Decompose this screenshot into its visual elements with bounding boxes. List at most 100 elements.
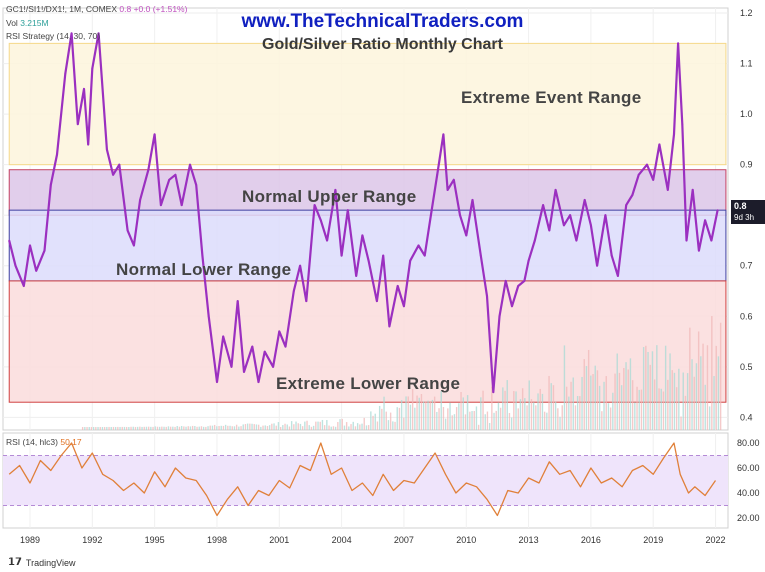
- volume-bar: [147, 426, 150, 430]
- y-tick-label: 0.5: [740, 362, 753, 372]
- volume-bar: [213, 424, 216, 430]
- volume-bar: [257, 424, 260, 430]
- volume-bar: [345, 422, 348, 430]
- volume-bar: [330, 426, 332, 430]
- volume-bar: [579, 396, 581, 430]
- volume-bar: [651, 351, 654, 430]
- ratio-point: [43, 249, 46, 252]
- volume-bar: [154, 426, 156, 430]
- volume-bar: [660, 388, 662, 430]
- ratio-point: [272, 365, 274, 368]
- ratio-point: [91, 67, 94, 70]
- last-price-countdown: 9d 3h: [734, 213, 755, 222]
- ratio-point: [284, 345, 287, 348]
- volume-bar: [495, 410, 497, 430]
- volume-bar: [587, 349, 590, 430]
- volume-bar: [86, 426, 88, 430]
- rsi-line: [8, 442, 717, 517]
- volume-bar: [106, 426, 108, 430]
- ratio-point: [403, 305, 405, 308]
- volume-bar: [183, 426, 185, 430]
- volume-bar: [218, 425, 220, 430]
- ratio-point: [326, 239, 328, 242]
- volume-bar: [568, 396, 570, 430]
- ratio-point: [631, 194, 634, 196]
- tradingview-logo-icon: 𝟭𝟳: [8, 557, 22, 568]
- volume-bar: [706, 345, 709, 430]
- volume-bar: [398, 407, 401, 430]
- volume-bar: [671, 370, 673, 430]
- volume-bar: [493, 412, 495, 430]
- volume-bar: [548, 375, 550, 430]
- volume-bar: [264, 425, 266, 430]
- ratio-point: [132, 244, 135, 247]
- volume-bar: [196, 426, 198, 430]
- volume-bar: [510, 417, 513, 430]
- volume-bar: [163, 426, 165, 430]
- volume-bar: [447, 408, 449, 430]
- ratio-point: [396, 285, 399, 287]
- volume-bar: [592, 374, 594, 430]
- volume-bar: [559, 416, 561, 430]
- volume-bar: [125, 426, 128, 430]
- volume-bar: [363, 417, 365, 430]
- volume-bar: [101, 426, 104, 430]
- volume-bar: [235, 424, 238, 430]
- ratio-point: [49, 183, 52, 186]
- ratio-point: [263, 350, 266, 353]
- volume-bar: [653, 379, 656, 430]
- ratio-point: [459, 214, 461, 217]
- volume-bar: [603, 381, 605, 430]
- volume-bar: [449, 402, 451, 430]
- volume-bar: [297, 423, 299, 430]
- volume-bar: [513, 391, 515, 430]
- volume-bar: [682, 372, 684, 430]
- volume-bar: [436, 411, 438, 430]
- ratio-point: [716, 209, 719, 212]
- volume-bar: [642, 347, 645, 430]
- volume-bar: [625, 362, 627, 430]
- volume-bar: [539, 388, 541, 430]
- volume-bar: [590, 375, 592, 430]
- volume-bar: [381, 408, 383, 430]
- volume-bar: [491, 386, 493, 430]
- x-tick-label: 2004: [332, 535, 352, 545]
- ratio-point: [471, 199, 474, 201]
- volume-bar: [253, 424, 255, 430]
- ratio-point: [313, 204, 316, 207]
- volume-bar: [194, 426, 196, 430]
- tradingview-brand[interactable]: 𝟭𝟳 TradingView: [8, 557, 75, 568]
- volume-bar: [117, 426, 119, 430]
- ratio-point: [29, 244, 31, 247]
- volume-bar: [543, 411, 546, 430]
- volume-bar: [372, 415, 374, 430]
- volume-bar: [583, 359, 585, 430]
- volume-bar: [717, 356, 720, 430]
- ratio-point: [542, 204, 545, 207]
- ratio-point: [548, 229, 551, 232]
- volume-bar: [497, 402, 500, 430]
- ratio-point: [305, 300, 308, 303]
- volume-bar: [268, 425, 271, 430]
- volume-bar: [81, 427, 84, 430]
- volume-bar: [350, 424, 352, 430]
- x-tick-label: 2007: [394, 535, 414, 545]
- volume-bar: [684, 395, 687, 430]
- volume-bar: [585, 366, 588, 430]
- volume-bar: [367, 425, 370, 430]
- volume-bar: [574, 405, 577, 430]
- volume-bar: [359, 424, 361, 430]
- ratio-point: [195, 183, 198, 186]
- volume-bar: [112, 426, 115, 430]
- volume-bar: [598, 385, 601, 430]
- rsi-value: 50.17: [60, 437, 82, 447]
- volume-bar: [343, 425, 346, 430]
- volume-bar: [570, 381, 572, 430]
- volume-bar: [180, 425, 183, 430]
- ratio-point: [257, 381, 260, 383]
- volume-bar: [453, 414, 456, 430]
- ratio-point: [698, 249, 700, 252]
- ratio-point: [554, 189, 557, 191]
- volume-bar: [640, 389, 643, 430]
- volume-bar: [537, 393, 539, 430]
